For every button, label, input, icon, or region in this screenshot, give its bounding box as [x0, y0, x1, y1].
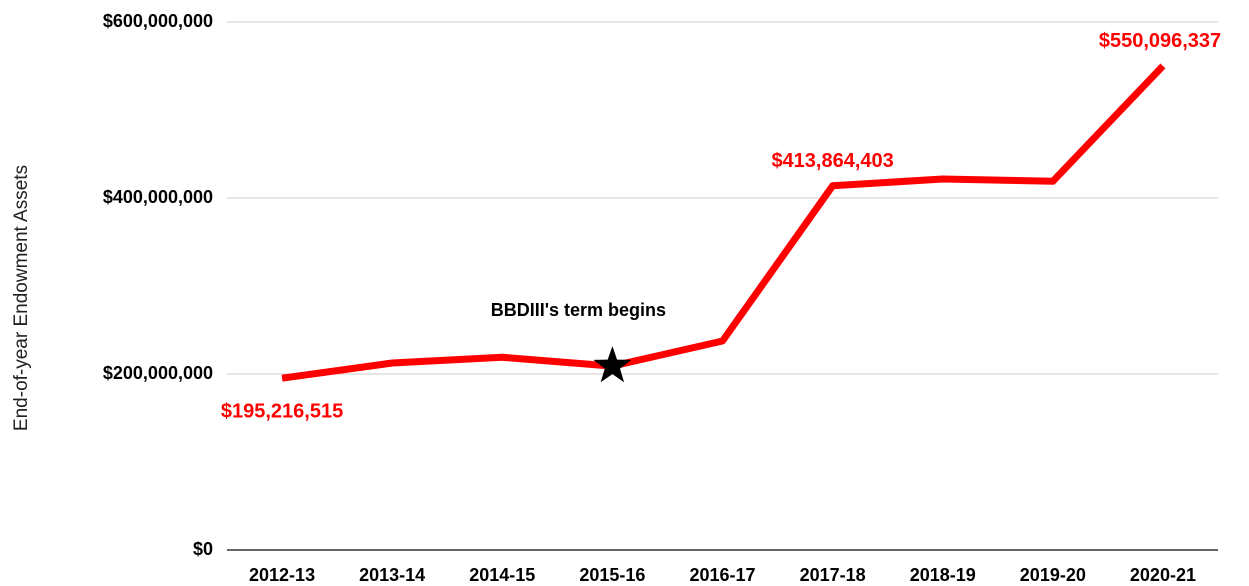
x-tick-label: 2017-18: [800, 565, 866, 585]
x-tick-label: 2014-15: [469, 565, 535, 585]
line: [281, 63, 1166, 382]
x-tick-label: 2019-20: [1020, 565, 1086, 585]
y-tick-label: $0: [193, 539, 213, 559]
annotation: BBDIII's term begins: [491, 300, 666, 320]
x-tick-label: 2016-17: [689, 565, 755, 585]
value-label: $195,216,515: [221, 400, 343, 422]
value-label: $550,096,337: [1099, 30, 1221, 52]
x-tick-label: 2012-13: [249, 565, 315, 585]
x-tick-label: 2018-19: [910, 565, 976, 585]
x-tick-label: 2020-21: [1130, 565, 1196, 585]
x-tick-label: 2015-16: [579, 565, 645, 585]
star-marker: [593, 346, 632, 383]
y-axis-label: End-of-year Endowment Assets: [11, 165, 32, 431]
y-tick-label: $600,000,000: [103, 11, 213, 31]
x-tick-label: 2013-14: [359, 565, 425, 585]
y-tick-label: $200,000,000: [103, 363, 213, 383]
y-tick-label: $400,000,000: [103, 187, 213, 207]
value-label: $413,864,403: [771, 150, 893, 172]
